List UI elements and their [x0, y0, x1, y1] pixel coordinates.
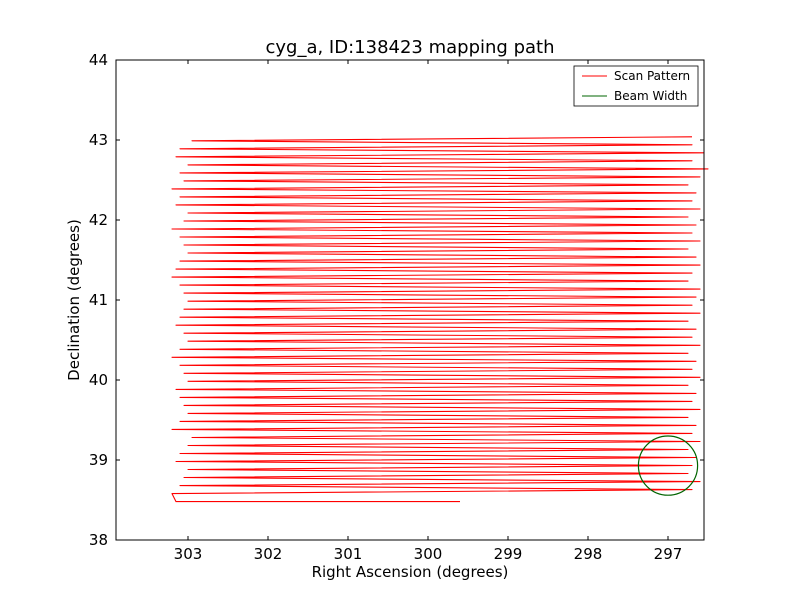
- legend-label-beam-width: Beam Width: [614, 89, 687, 103]
- x-tick-label: 299: [494, 545, 523, 563]
- y-tick-label: 40: [89, 371, 108, 389]
- scan-pattern-series: [171, 136, 709, 503]
- x-tick-label: 300: [414, 545, 443, 563]
- legend: Scan Pattern Beam Width: [573, 65, 699, 107]
- y-tick-label: 42: [89, 211, 108, 229]
- legend-label-scan-pattern: Scan Pattern: [614, 69, 690, 83]
- y-axis-label: Declination (degrees): [65, 219, 83, 381]
- y-tick-label: 39: [89, 451, 108, 469]
- scan-pattern-line: [171, 136, 709, 503]
- beam-width-circle: [637, 435, 699, 496]
- x-tick-label: 302: [254, 545, 283, 563]
- beam-width-series: [637, 435, 699, 496]
- x-axis-label: Right Ascension (degrees): [312, 563, 509, 581]
- y-tick-label: 43: [89, 131, 108, 149]
- legend-box: [573, 65, 699, 107]
- x-tick-label: 303: [174, 545, 203, 563]
- y-tick-label: 38: [89, 531, 108, 549]
- axis-ticks: 303 302 301 300 299 298 297 38 39 40 41 42 43 44: [89, 51, 704, 563]
- x-tick-label: 298: [574, 545, 603, 563]
- chart-title: cyg_a, ID:138423 mapping path: [265, 37, 554, 58]
- y-tick-label: 41: [89, 291, 108, 309]
- y-tick-label: 44: [89, 51, 108, 69]
- x-tick-label: 297: [654, 545, 683, 563]
- x-tick-label: 301: [334, 545, 363, 563]
